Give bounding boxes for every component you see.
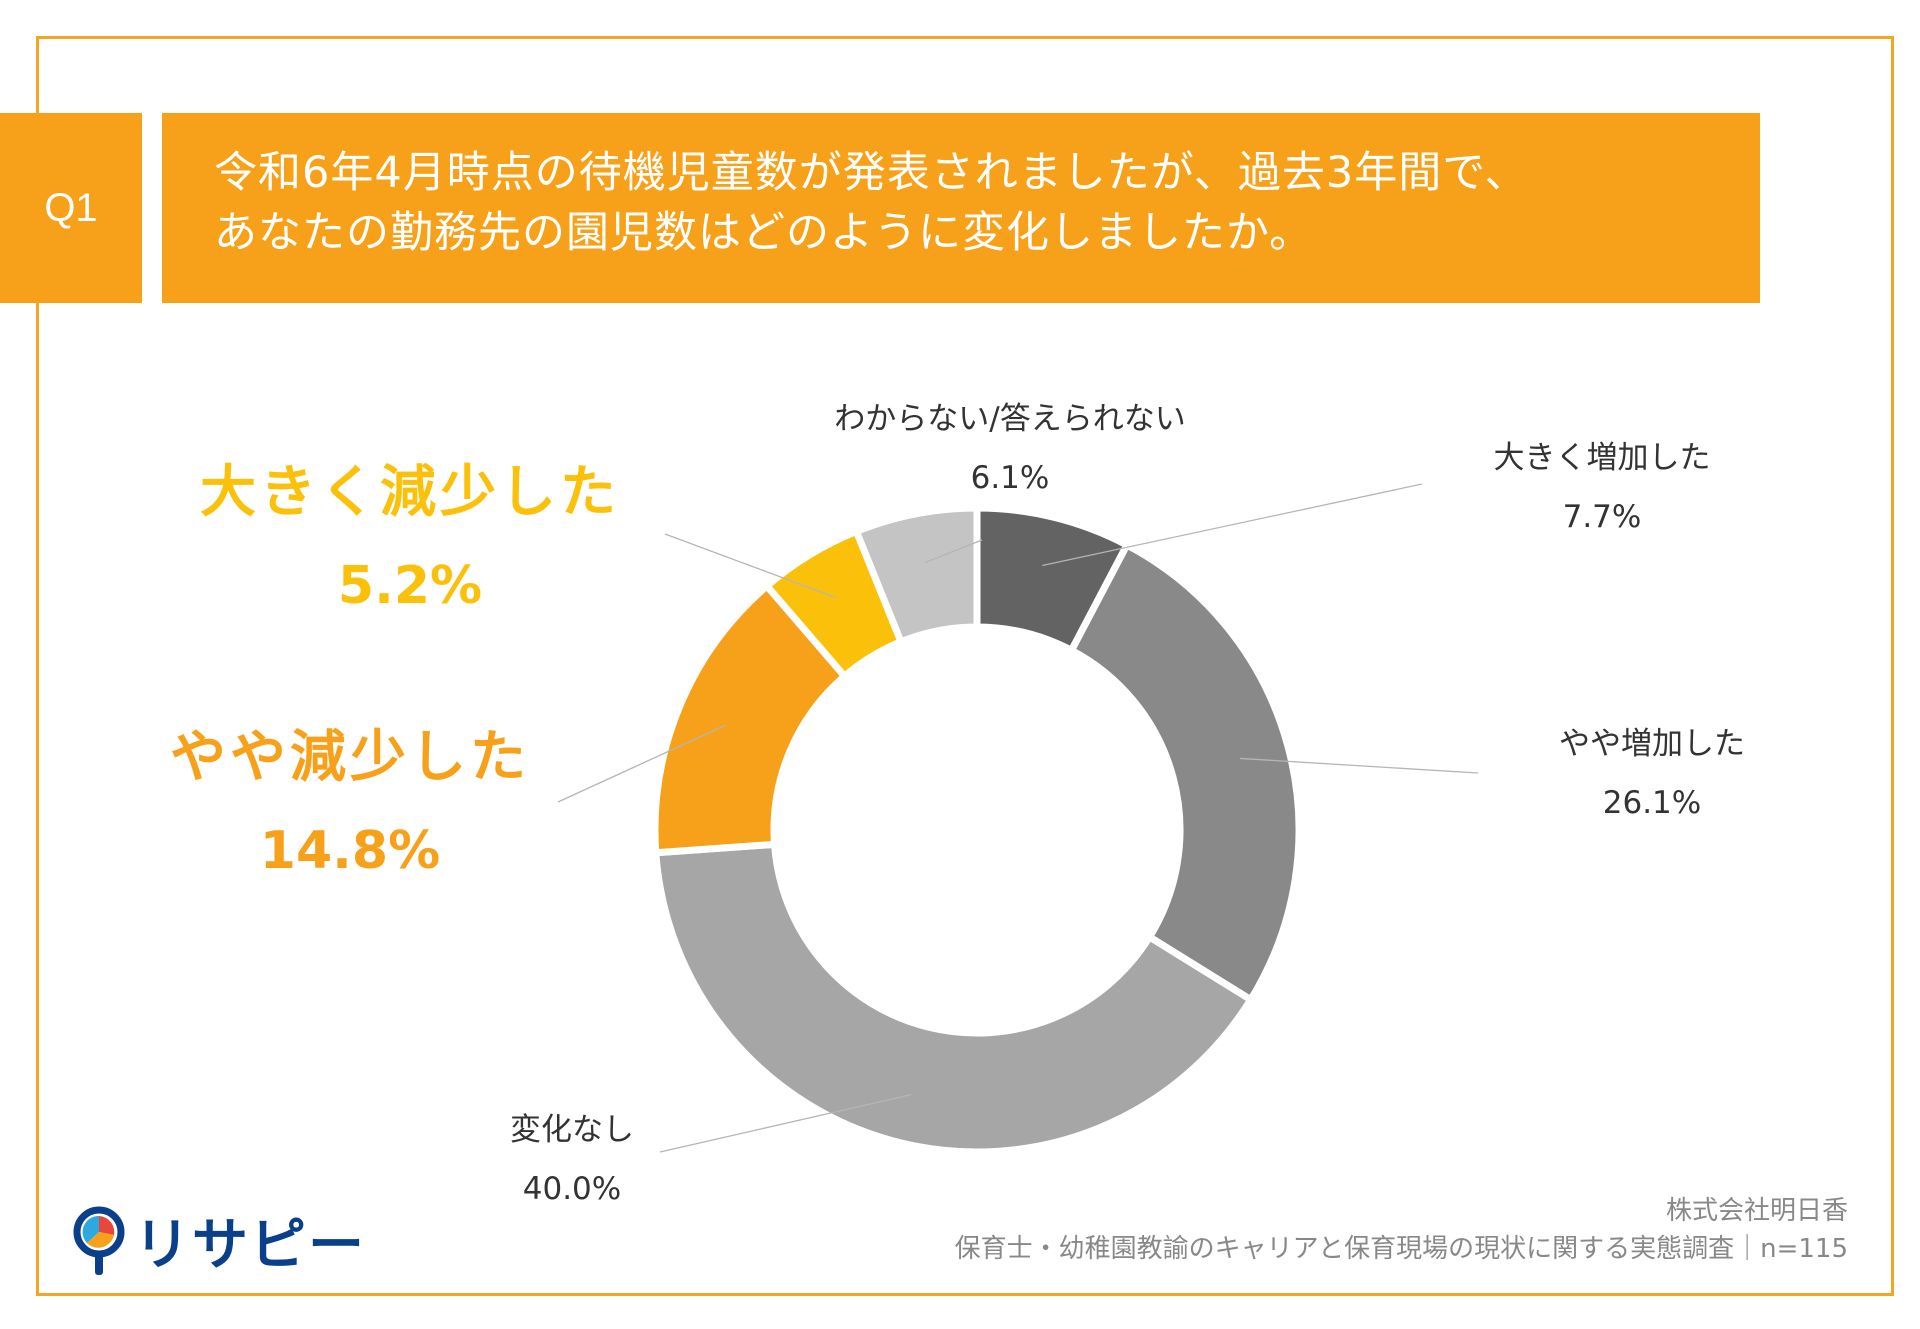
question-line-2: あなたの勤務先の園児数はどのように変化しましたか。 <box>214 208 1314 258</box>
leader-line <box>1042 483 1423 567</box>
leader-line <box>1239 757 1479 774</box>
label-no-change: 変化なし 40.0% <box>442 1104 702 1207</box>
risapi-logo: リサピー <box>70 1200 366 1281</box>
label-large-increase: 大きく増加した 7.7% <box>1452 432 1752 535</box>
label-value: 26.1% <box>1602 785 1702 821</box>
leader-line <box>557 724 726 803</box>
question-number: Q1 <box>44 185 98 230</box>
label-large-decrease: 大きく減少した 5.2% <box>180 447 640 616</box>
label-value: 6.1% <box>970 460 1050 496</box>
donut-slice <box>1066 540 1303 1005</box>
label-value: 40.0% <box>522 1171 622 1207</box>
label-name: 変化なし <box>510 1112 634 1148</box>
label-slight-increase: やや増加した 26.1% <box>1502 718 1802 821</box>
footer-company: 株式会社明日香 <box>1665 1196 1848 1226</box>
label-name: わからない/答えられない <box>834 401 1186 437</box>
donut-slices <box>651 504 1303 1156</box>
question-line-1: 令和6年4月時点の待機児童数が発表されましたが、過去3年間で、 <box>214 148 1529 198</box>
label-name: やや減少した <box>170 725 530 790</box>
label-name: 大きく増加した <box>1493 440 1711 476</box>
label-value: 14.8% <box>259 821 441 881</box>
logo-text: リサピー <box>134 1213 366 1278</box>
donut-slice <box>651 581 850 857</box>
donut-slice <box>652 840 1256 1156</box>
label-name: やや増加した <box>1559 726 1745 762</box>
label-unknown: わからない/答えられない 6.1% <box>790 393 1230 496</box>
label-slight-decrease: やや減少した 14.8% <box>150 712 550 881</box>
label-value: 5.2% <box>337 556 483 616</box>
footer: 株式会社明日香 保育士・幼稚園教諭のキャリアと保育現場の現状に関する実態調査｜n… <box>955 1192 1848 1268</box>
slide-frame <box>36 36 1894 1296</box>
donut-slice <box>851 504 981 647</box>
leader-lines <box>557 483 1479 1153</box>
logo-pin-icon <box>73 1206 125 1275</box>
label-value: 7.7% <box>1562 499 1642 535</box>
leader-line <box>659 1093 912 1153</box>
leader-line <box>664 533 836 598</box>
footer-survey: 保育士・幼稚園教諭のキャリアと保育現場の現状に関する実態調査｜n=115 <box>954 1234 1848 1264</box>
leader-line <box>924 539 983 564</box>
label-name: 大きく減少した <box>200 460 620 525</box>
question-badge: Q1 <box>0 113 142 303</box>
question-box: 令和6年4月時点の待機児童数が発表されましたが、過去3年間で、 あなたの勤務先の… <box>162 113 1760 303</box>
